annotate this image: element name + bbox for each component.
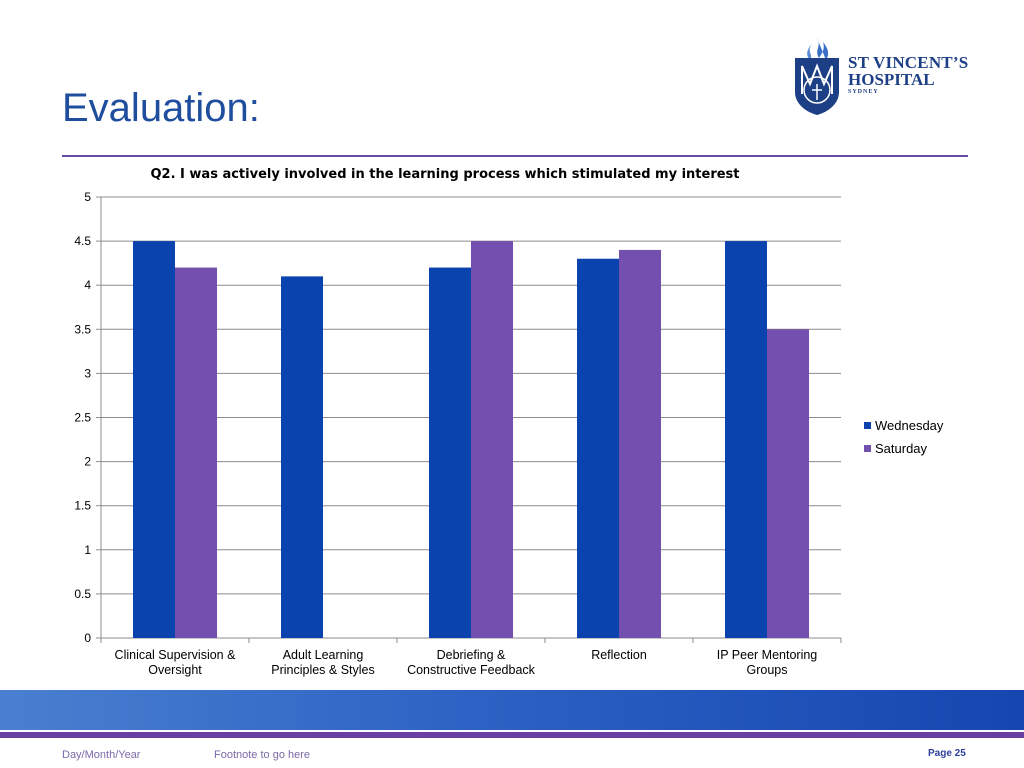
x-category-label-line: Groups (746, 663, 788, 677)
x-category-label-line: Principles & Styles (271, 663, 375, 677)
bar-saturday (471, 241, 513, 638)
y-tick-label: 3.5 (74, 322, 91, 336)
y-tick-label: 4 (84, 278, 91, 292)
bar-chart: 0 0.5 1 1.5 2 2.5 3 3.5 4 4.5 5 (74, 190, 842, 645)
x-category-label-line: Oversight (148, 663, 202, 677)
y-tick-label: 2.5 (74, 411, 91, 425)
x-category-label: Debriefing & Constructive Feedback (397, 648, 545, 678)
y-tick-label: 2 (84, 455, 91, 469)
legend-label: Saturday (875, 441, 928, 456)
legend-item: Wednesday (864, 414, 943, 437)
legend-item: Saturday (864, 437, 943, 460)
bar-saturday (175, 267, 217, 638)
page-number: Page 25 (928, 748, 966, 759)
bar-wednesday (725, 241, 767, 638)
hospital-logo: ST VINCENT’S HOSPITAL SYDNEY (792, 36, 972, 120)
bar-wednesday (133, 241, 175, 638)
logo-line-3: SYDNEY (848, 89, 879, 95)
x-category-label-line: Clinical Supervision & (114, 648, 236, 662)
x-category-label: Reflection (545, 648, 693, 663)
legend-swatch (864, 445, 871, 452)
y-tick-label: 4.5 (74, 234, 91, 248)
legend-swatch (864, 422, 871, 429)
bar-saturday (619, 249, 661, 639)
footer-stripe (0, 732, 1024, 738)
y-tick-label: 1.5 (74, 499, 91, 513)
logo-emblem-icon (795, 38, 839, 115)
x-category-label-line: Debriefing & (436, 648, 506, 662)
y-tick-label: 1 (84, 543, 91, 557)
x-category-label-line: Constructive Feedback (407, 663, 535, 677)
x-category-label-line: Reflection (591, 648, 647, 662)
chart-title: Q2. I was actively involved in the learn… (150, 167, 740, 182)
slide-title: Evaluation: (62, 86, 260, 130)
footer-date: Day/Month/Year (62, 749, 141, 761)
bar-wednesday (429, 267, 471, 638)
bar-wednesday (577, 258, 619, 638)
y-tick-label: 3 (84, 366, 91, 380)
x-category-label: IP Peer Mentoring Groups (693, 648, 841, 678)
x-category-label: Adult Learning Principles & Styles (249, 648, 397, 678)
logo-line-1: ST VINCENT’S (848, 53, 969, 72)
bar-wednesday (281, 276, 323, 638)
footer-note: Footnote to go here (214, 749, 311, 761)
title-rule (62, 155, 968, 157)
legend: Wednesday Saturday (864, 414, 943, 460)
y-tick-label: 0 (84, 631, 91, 645)
logo-line-2: HOSPITAL (848, 70, 935, 89)
legend-label: Wednesday (875, 418, 944, 433)
x-category-label-line: Adult Learning (282, 648, 364, 662)
x-category-label: Clinical Supervision & Oversight (101, 648, 249, 678)
y-tick-label: 5 (84, 190, 91, 204)
footer-band (0, 690, 1024, 730)
bar-saturday (767, 329, 809, 638)
y-tick-label: 0.5 (74, 587, 91, 601)
x-category-label-line: IP Peer Mentoring (716, 648, 818, 662)
